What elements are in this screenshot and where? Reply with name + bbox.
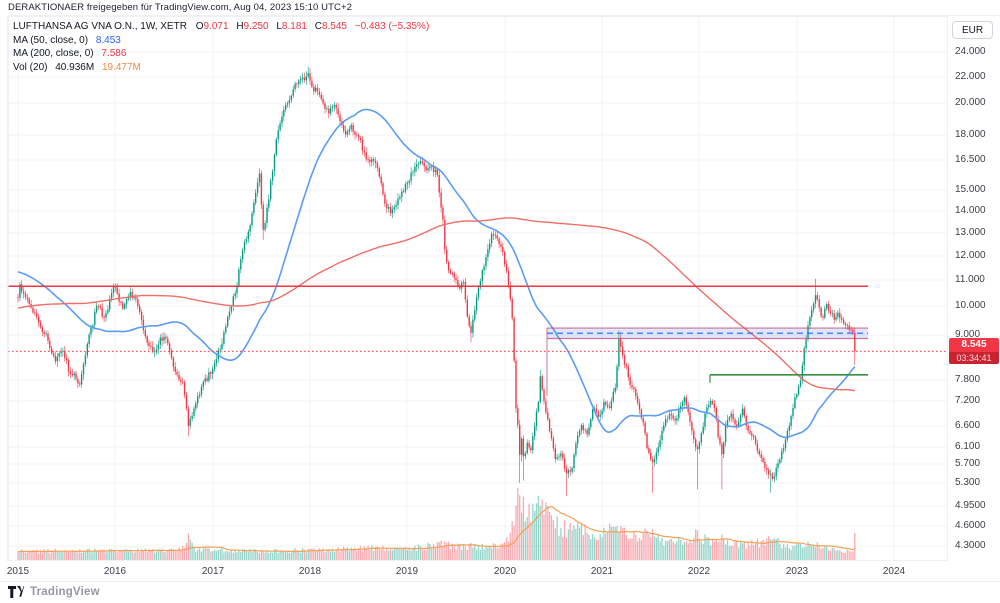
- year-label: 2015: [6, 566, 30, 577]
- year-label: 2022: [687, 566, 711, 577]
- year-label: 2020: [493, 566, 517, 577]
- time-axis[interactable]: 2015 2016 2017 2018 2019 2020 2021 2022 2023 2024: [0, 561, 948, 581]
- price-tick-label: 7.200: [955, 395, 981, 406]
- price-tick-label: 5.700: [955, 458, 981, 469]
- price-tick-label: 16.500: [955, 154, 986, 165]
- legend-ma200-row[interactable]: MA (200, close, 0) 7.586: [13, 47, 429, 61]
- ma200-label: MA (200, close, 0): [13, 48, 94, 59]
- high-value: 9.250: [243, 21, 269, 32]
- tradingview-brand[interactable]: TradingView: [30, 586, 100, 598]
- legend-symbol-row[interactable]: LUFTHANSA AG VNA O.N., 1W, XETR O9.071 H…: [13, 20, 429, 34]
- volume-label: Vol (20): [13, 61, 48, 73]
- price-tick-label: 15.000: [955, 184, 986, 195]
- legend-ma50-row[interactable]: MA (50, close, 0) 8.453: [13, 34, 429, 48]
- close-label: C: [314, 21, 322, 32]
- price-tick-label: 6.100: [955, 441, 981, 452]
- low-label: L: [276, 21, 282, 32]
- volume-value: 40.936M: [55, 61, 95, 73]
- price-tick-label: 11.000: [955, 274, 985, 285]
- bar-countdown: 03:34:41: [949, 352, 999, 365]
- high-label: H: [236, 21, 244, 32]
- price-tick-label: 10.000: [955, 300, 986, 311]
- ma200-value: 7.586: [101, 48, 127, 59]
- open-label: O: [195, 21, 204, 32]
- symbol-title: LUFTHANSA AG VNA O.N., 1W, XETR: [13, 21, 187, 32]
- low-value: 8.181: [281, 21, 307, 32]
- ma50-value: 8.453: [95, 34, 121, 46]
- chart-legend: LUFTHANSA AG VNA O.N., 1W, XETR O9.071 H…: [13, 20, 429, 74]
- tradingview-logo-icon[interactable]: [8, 585, 25, 599]
- year-label: 2021: [590, 566, 614, 577]
- price-tick-label: 7.800: [955, 374, 981, 385]
- volume-ma-value: 19.477M: [101, 61, 141, 73]
- price-tick-label: 22.000: [955, 71, 986, 82]
- price-tick-label: 24.000: [955, 46, 986, 57]
- year-label: 2016: [103, 566, 127, 577]
- year-label: 2017: [201, 566, 225, 577]
- copyright-watermark: DERAKTIONAER freigegeben für TradingView…: [8, 2, 352, 13]
- price-tick-label: 9.000: [955, 329, 981, 340]
- price-tick-label: 4.6000: [955, 520, 986, 531]
- price-tick-label: 13.000: [955, 227, 986, 238]
- last-price-label: 8.545 03:34:41: [949, 338, 999, 365]
- footer: TradingView: [8, 584, 100, 600]
- price-tick-label: 20.000: [955, 97, 986, 108]
- last-price-value: 8.545: [949, 338, 999, 353]
- open-value: 9.071: [203, 21, 229, 32]
- price-tick-label: 5.300: [955, 477, 981, 488]
- price-tick-label: 6.600: [955, 420, 981, 431]
- change-value: −0.483 (−5.35%): [354, 21, 430, 32]
- year-label: 2018: [298, 566, 322, 577]
- close-value: 8.545: [321, 21, 347, 32]
- price-tick-label: 18.000: [955, 129, 986, 140]
- year-label: 2024: [882, 566, 906, 577]
- price-tick-label: 4.3000: [955, 540, 986, 551]
- price-axis[interactable]: EUR 24.000 22.000 20.000 18.000 16.500 15.000…: [948, 16, 1000, 581]
- price-tick-label: 12.000: [955, 250, 986, 261]
- year-label: 2019: [395, 566, 419, 577]
- legend-volume-row[interactable]: Vol (20) 40.936M 19.477M: [13, 61, 429, 75]
- year-label: 2023: [785, 566, 809, 577]
- price-tick-label: 4.9500: [955, 500, 986, 511]
- currency-button[interactable]: EUR: [952, 21, 993, 39]
- ma50-label: MA (50, close, 0): [13, 34, 89, 46]
- price-tick-label: 14.000: [955, 205, 986, 216]
